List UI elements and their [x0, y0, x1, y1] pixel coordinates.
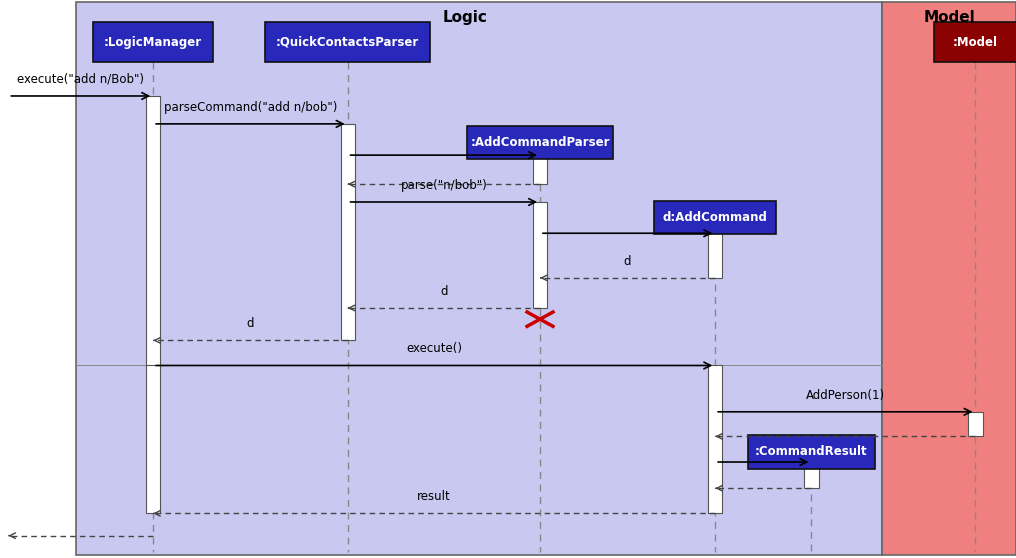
Bar — [805, 462, 819, 488]
Text: execute("add n/Bob"): execute("add n/Bob") — [17, 73, 144, 86]
Text: :QuickContactsParser: :QuickContactsParser — [276, 36, 420, 49]
Bar — [76, 2, 882, 555]
Bar — [146, 365, 161, 513]
Text: parse("n/bob"): parse("n/bob") — [400, 179, 488, 192]
Bar — [93, 22, 213, 62]
Bar — [466, 126, 614, 159]
Bar — [934, 22, 1016, 62]
Text: :Model: :Model — [953, 36, 998, 49]
Text: Logic: Logic — [443, 10, 488, 25]
Text: AddPerson(1): AddPerson(1) — [806, 389, 885, 402]
Text: d: d — [624, 255, 631, 268]
Text: result: result — [418, 490, 451, 503]
Bar — [340, 124, 355, 340]
Text: d: d — [440, 285, 448, 298]
Text: :AddCommandParser: :AddCommandParser — [470, 136, 610, 149]
Text: parseCommand("add n/bob"): parseCommand("add n/bob") — [164, 101, 337, 114]
Text: execute(): execute() — [406, 343, 462, 355]
Text: d:AddCommand: d:AddCommand — [662, 211, 768, 224]
Bar — [654, 201, 776, 234]
Text: :LogicManager: :LogicManager — [104, 36, 202, 49]
Bar — [265, 22, 430, 62]
Bar — [533, 155, 547, 184]
Bar — [146, 96, 161, 369]
Bar — [533, 202, 547, 308]
Text: d: d — [247, 318, 254, 330]
Text: Model: Model — [924, 10, 975, 25]
Bar — [882, 2, 1016, 555]
Bar — [708, 233, 722, 278]
Bar — [748, 435, 875, 469]
Bar — [968, 412, 982, 436]
Bar — [708, 365, 722, 513]
Text: :CommandResult: :CommandResult — [755, 445, 868, 459]
